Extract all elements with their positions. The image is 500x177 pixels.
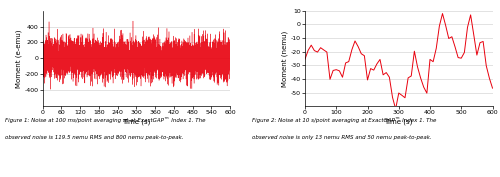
Text: observed noise is 119.5 nemu RMS and 800 nemu peak-to-peak.: observed noise is 119.5 nemu RMS and 800…	[5, 135, 184, 139]
Text: Figure 1: Noise at 100 ms/point averaging at at ExactGAP™ Index 1. The: Figure 1: Noise at 100 ms/point averagin…	[5, 117, 205, 123]
Y-axis label: Moment (nemu): Moment (nemu)	[282, 30, 288, 87]
X-axis label: Time (s): Time (s)	[384, 118, 413, 125]
Text: observed noise is only 13 nemu RMS and 50 nemu peak-to-peak.: observed noise is only 13 nemu RMS and 5…	[252, 135, 432, 139]
X-axis label: Time (s): Time (s)	[122, 118, 150, 125]
Y-axis label: Moment (e-emu): Moment (e-emu)	[15, 29, 22, 88]
Text: Figure 2: Noise at 10 s/point averaging at ExactGAP™ Index 1. The: Figure 2: Noise at 10 s/point averaging …	[252, 117, 437, 123]
